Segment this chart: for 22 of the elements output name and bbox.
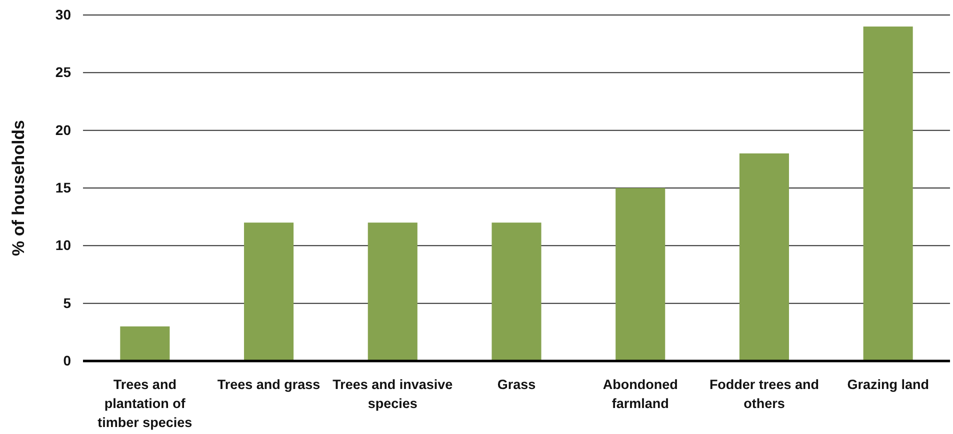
bar bbox=[492, 222, 542, 361]
x-tick-label: Grass bbox=[497, 377, 536, 392]
bar bbox=[863, 26, 913, 361]
y-tick-label: 0 bbox=[63, 352, 72, 368]
bar bbox=[616, 188, 666, 361]
x-tick-label: Trees and plantation of timber species bbox=[98, 377, 192, 430]
bar bbox=[120, 326, 170, 361]
x-tick-label: Fodder trees and others bbox=[709, 377, 819, 411]
bar bbox=[368, 222, 418, 361]
y-tick-label: 30 bbox=[55, 6, 72, 22]
y-axis-title: % of households bbox=[9, 120, 28, 256]
y-tick-label: 15 bbox=[55, 179, 72, 196]
y-tick-label: 5 bbox=[63, 294, 72, 311]
x-tick-label: Abondoned farmland bbox=[602, 377, 678, 411]
y-tick-label: 25 bbox=[55, 64, 72, 80]
bar bbox=[739, 153, 789, 361]
bar bbox=[244, 222, 294, 361]
x-tick-label: Trees and grass bbox=[217, 377, 320, 392]
y-tick-label: 20 bbox=[55, 122, 72, 138]
x-tick-label: Trees and invasive species bbox=[332, 377, 454, 411]
y-tick-label: 10 bbox=[55, 237, 72, 254]
x-tick-label: Grazing land bbox=[847, 377, 929, 392]
